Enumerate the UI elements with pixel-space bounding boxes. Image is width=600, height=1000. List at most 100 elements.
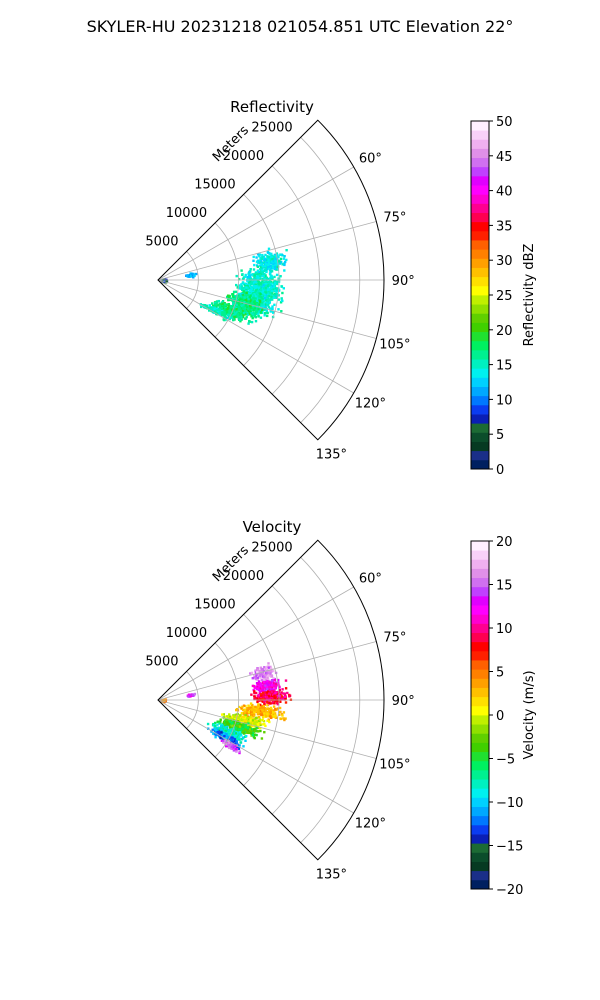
echo-pixel xyxy=(245,306,249,309)
echo-pixel xyxy=(281,263,284,266)
echo-pixel xyxy=(223,312,226,316)
echo-pixel xyxy=(230,736,233,739)
echo-pixel xyxy=(250,732,253,735)
echo-pixel xyxy=(245,712,248,716)
echo-pixel xyxy=(280,285,283,288)
range-tick-label: 25000 xyxy=(251,540,292,555)
echo-pixel xyxy=(239,302,242,306)
echo-pixel xyxy=(252,296,255,300)
echo-pixel xyxy=(220,301,224,304)
echo-pixel xyxy=(275,290,278,294)
echo-pixel xyxy=(270,712,273,715)
echo-pixel xyxy=(247,299,251,302)
echo-pixel xyxy=(249,282,253,286)
colorbar-tick-label: 15 xyxy=(496,359,513,374)
echo-pixel xyxy=(284,260,287,264)
echo-pixel xyxy=(269,697,273,700)
echo-pixel xyxy=(240,730,244,734)
echo-pixel xyxy=(250,303,254,306)
echo-pixel xyxy=(259,292,262,296)
echo-pixel xyxy=(257,693,260,697)
echo-pixel xyxy=(241,725,245,729)
echo-pixel xyxy=(259,723,262,726)
colorbar-bin xyxy=(471,414,489,424)
azimuth-tick-label: 105° xyxy=(379,338,410,353)
echo-pixel xyxy=(247,287,250,290)
echo-pixel xyxy=(253,274,256,277)
colorbar-bin xyxy=(471,304,489,314)
echo-pixel xyxy=(275,258,278,261)
echo-pixel xyxy=(227,740,230,743)
echo-pixel xyxy=(246,294,250,297)
echo-pixel xyxy=(283,695,287,698)
echo-pixel xyxy=(247,282,251,285)
echo-pixel xyxy=(253,714,256,717)
echo-pixel xyxy=(274,294,277,297)
colorbar-bin xyxy=(471,870,489,881)
echo-pixel xyxy=(258,295,261,298)
echo-pixel xyxy=(254,687,257,690)
echo-pixel xyxy=(230,728,234,731)
echo-pixel xyxy=(276,265,279,268)
echo-pixel xyxy=(237,305,240,309)
echo-pixel xyxy=(251,301,254,305)
echo-pixel xyxy=(233,318,236,321)
echo-pixel xyxy=(270,284,274,288)
echo-pixel xyxy=(215,731,218,734)
colorbar-bin xyxy=(471,834,489,844)
echo-pixel xyxy=(230,742,233,746)
echo-pixel xyxy=(271,305,274,308)
echo-pixel xyxy=(267,678,270,681)
colorbar-bin xyxy=(471,276,489,287)
colorbar-bin xyxy=(471,386,489,397)
echo-pixel xyxy=(237,724,241,727)
echo-pixel xyxy=(280,691,283,694)
colorbar-bin xyxy=(471,441,489,452)
echo-pixel xyxy=(279,275,282,278)
echo-pixel xyxy=(264,689,267,693)
echo-pixel xyxy=(271,260,274,263)
echo-pixel xyxy=(235,274,238,278)
echo-pixel xyxy=(240,283,243,286)
echo-pixel xyxy=(193,692,197,696)
echo-pixel xyxy=(246,277,249,280)
echo-pixel xyxy=(262,269,266,272)
echo-pixel xyxy=(220,739,224,742)
echo-pixel xyxy=(249,268,252,271)
colorbar-bin xyxy=(471,459,489,470)
echo-pixel xyxy=(221,738,225,741)
colorbar-bin xyxy=(471,568,489,579)
echo-pixel xyxy=(283,263,286,267)
colorbar: −20 −15 −10 −5 0 5 10 15 20 Velocity (m/s) xyxy=(470,535,537,898)
colorbar-label: Velocity (m/s) xyxy=(522,670,537,759)
echo-pixel xyxy=(269,288,272,292)
colorbar-bin xyxy=(471,359,489,369)
range-tick-label: 25000 xyxy=(251,120,292,135)
echo-pixel xyxy=(262,287,266,290)
echo-pixel xyxy=(231,740,235,744)
echo-pixel xyxy=(268,715,272,718)
echo-pixel xyxy=(272,682,276,685)
echo-pixel xyxy=(223,719,226,722)
echo-pixel xyxy=(263,260,267,263)
echo-pixel xyxy=(238,316,241,319)
echo-pixel xyxy=(265,707,268,710)
echo-pixel xyxy=(261,675,265,678)
echo-pixel xyxy=(231,308,234,311)
echo-pixel xyxy=(238,751,241,755)
echo-pixel xyxy=(235,737,239,740)
colorbar-bin xyxy=(471,423,489,433)
echo-pixel xyxy=(251,719,255,722)
echo-pixel xyxy=(259,694,263,697)
echo-pixel xyxy=(269,259,272,262)
echo-pixel xyxy=(240,712,244,715)
echo-pixel xyxy=(232,743,235,747)
echo-pixel xyxy=(212,732,215,735)
echo-pixel xyxy=(233,726,236,729)
echo-pixel xyxy=(250,730,253,733)
echo-pixel xyxy=(258,687,262,690)
echo-pixel xyxy=(218,728,221,731)
echo-pixel xyxy=(280,697,283,700)
echo-pixel xyxy=(250,734,253,737)
colorbar-tick-label: 0 xyxy=(496,709,504,724)
